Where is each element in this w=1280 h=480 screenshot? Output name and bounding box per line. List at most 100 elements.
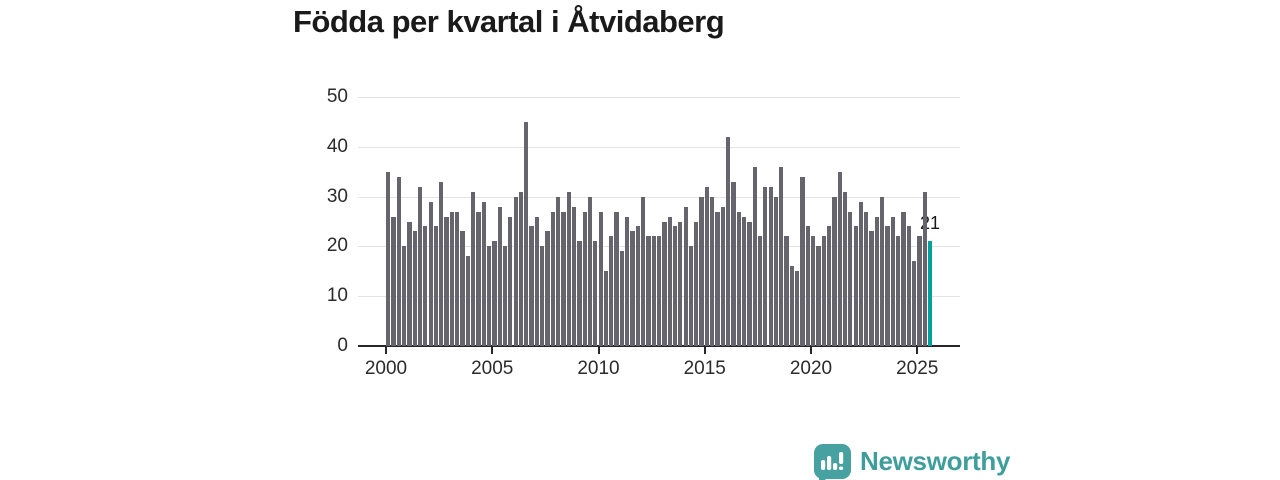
bar <box>667 216 672 346</box>
bar <box>433 226 439 346</box>
gridline <box>358 196 960 198</box>
bar <box>428 201 433 346</box>
bar <box>471 191 476 346</box>
bar <box>710 196 715 346</box>
y-axis-tick-label: 30 <box>326 185 348 207</box>
bar <box>449 211 455 346</box>
bar <box>911 261 917 346</box>
x-axis-tick-label: 2025 <box>896 358 939 379</box>
bar <box>731 181 736 346</box>
x-axis-tick-label: 2020 <box>789 358 833 379</box>
bar <box>587 196 593 346</box>
bar <box>715 211 720 346</box>
bar <box>603 271 609 346</box>
x-axis-tick <box>810 346 812 354</box>
bar <box>757 236 763 346</box>
bar <box>641 196 646 346</box>
bar <box>534 216 540 346</box>
bar <box>417 186 423 346</box>
bar <box>869 231 874 346</box>
chart-title: Födda per kvartal i Åtvidaberg <box>293 4 725 39</box>
bar <box>848 211 853 346</box>
bar <box>720 206 725 346</box>
bar <box>529 226 534 346</box>
y-axis-tick-label: 20 <box>326 235 348 257</box>
bar <box>763 186 768 346</box>
bar <box>593 241 598 346</box>
bar <box>699 196 704 346</box>
bar <box>816 246 821 346</box>
x-axis-tick-label: 2000 <box>364 358 408 379</box>
bar <box>651 236 656 346</box>
x-axis-tick-label: 2005 <box>471 358 514 379</box>
bar <box>773 196 779 346</box>
bar <box>561 211 566 346</box>
bar <box>609 236 614 346</box>
bar <box>741 216 747 346</box>
newsworthy-logo[interactable]: Newsworthy <box>814 443 1010 480</box>
bar <box>896 236 901 346</box>
bar <box>901 211 906 346</box>
bar <box>805 226 810 346</box>
bar <box>795 271 800 346</box>
bar <box>571 206 577 346</box>
bar <box>694 221 699 346</box>
y-axis-tick-label: 50 <box>326 86 348 107</box>
bar <box>412 231 417 346</box>
bar <box>906 226 911 346</box>
bar <box>524 121 529 346</box>
bar <box>481 201 486 346</box>
bar <box>396 176 401 346</box>
x-axis-line <box>358 345 960 347</box>
plot-area: 21 0 10 20 30 40 50 2000 2005 2010 2015 2020 2025 <box>327 87 960 379</box>
bar <box>842 191 848 346</box>
bar <box>423 226 428 346</box>
bar <box>837 171 842 346</box>
x-axis-tick-label: 2015 <box>683 358 726 379</box>
bar <box>476 211 481 346</box>
bar <box>853 226 858 346</box>
bar <box>800 176 805 346</box>
bar <box>545 231 550 346</box>
bar <box>885 226 890 346</box>
bar <box>656 236 662 346</box>
x-axis-tick <box>597 346 600 354</box>
bar <box>492 241 497 346</box>
bar <box>811 236 816 346</box>
bar <box>688 246 694 346</box>
bar <box>566 191 571 346</box>
bar <box>779 166 784 346</box>
last-bar-value-label: 21 <box>920 213 941 234</box>
bar <box>455 211 460 346</box>
y-axis-tick-label: 40 <box>326 135 348 157</box>
bar <box>768 186 773 346</box>
bar <box>550 211 555 346</box>
bar <box>864 211 869 346</box>
bar <box>444 216 449 346</box>
bar <box>598 211 603 346</box>
bar <box>540 246 545 346</box>
highlighted-bar <box>927 241 933 346</box>
bar <box>832 196 837 346</box>
bar <box>678 221 683 346</box>
y-axis-tick-label: 10 <box>326 285 348 307</box>
bar <box>508 216 513 346</box>
bar <box>486 246 492 346</box>
y-axis-tick-label: 0 <box>337 335 348 356</box>
x-axis-tick-label: 2010 <box>577 358 620 379</box>
bar <box>386 171 391 346</box>
bar <box>577 241 582 346</box>
x-axis-tick <box>491 346 494 354</box>
bar <box>890 216 895 346</box>
bar <box>407 221 412 346</box>
bar <box>672 226 678 346</box>
bar <box>880 196 885 346</box>
bar <box>497 206 502 346</box>
bar <box>747 221 752 346</box>
bar <box>630 231 635 346</box>
bar <box>821 236 826 346</box>
bar <box>726 136 731 346</box>
x-axis-tick <box>916 346 919 354</box>
x-axis-tick <box>385 346 387 354</box>
